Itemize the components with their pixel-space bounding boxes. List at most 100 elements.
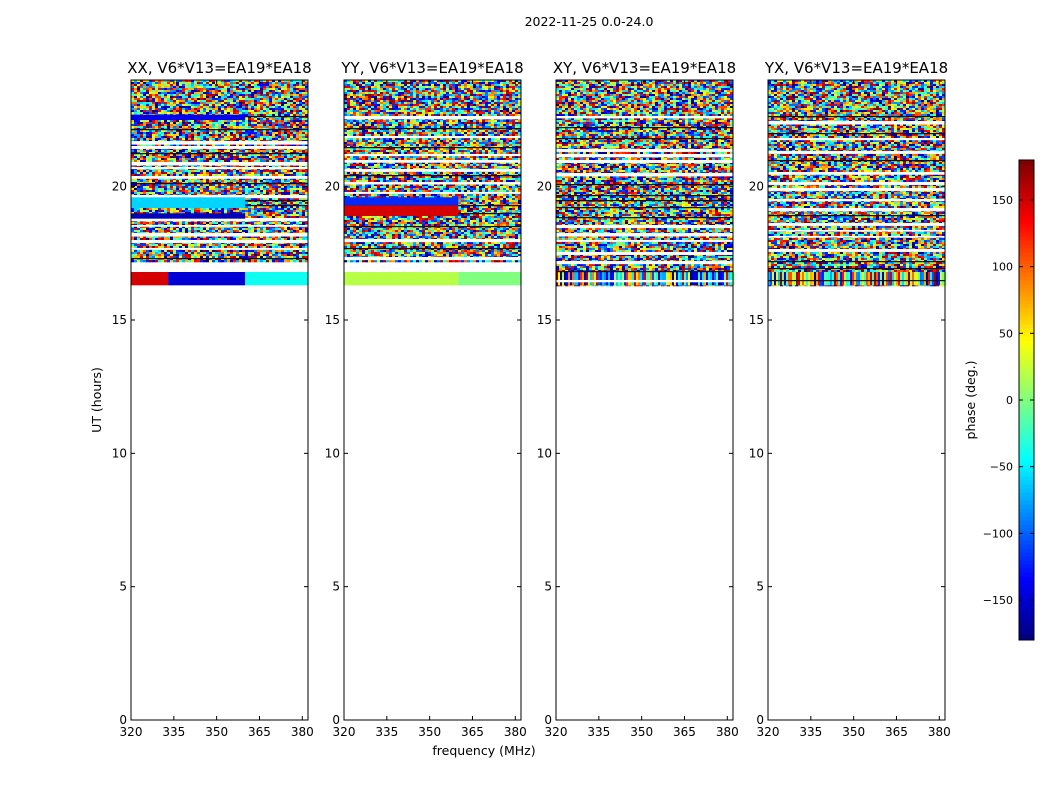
colorbar-segment	[1019, 368, 1034, 373]
y-tick-label: 5	[119, 580, 127, 594]
colorbar-segment	[1019, 552, 1034, 557]
colorbar-segment	[1019, 240, 1034, 245]
colorbar-segment	[1019, 512, 1034, 517]
y-tick-label: 20	[325, 180, 340, 194]
y-tick-label: 15	[325, 313, 340, 327]
colorbar-segment	[1019, 300, 1034, 305]
colorbar-segment	[1019, 332, 1034, 337]
colorbar-segment	[1019, 236, 1034, 241]
colorbar-segment	[1019, 400, 1034, 405]
colorbar-segment	[1019, 376, 1034, 381]
colorbar-tick-label: −150	[983, 594, 1013, 607]
colorbar-segment	[1019, 556, 1034, 561]
y-tick-label: 0	[756, 713, 764, 727]
colorbar-segment	[1019, 288, 1034, 293]
colorbar-segment	[1019, 228, 1034, 233]
colorbar-segment	[1019, 284, 1034, 289]
x-tick-label: 365	[673, 725, 696, 739]
colorbar-tick-label: −50	[990, 461, 1013, 474]
colorbar-segment	[1019, 384, 1034, 389]
colorbar-segment	[1019, 536, 1034, 541]
y-tick-label: 10	[112, 446, 127, 460]
y-axis-label: UT (hours)	[89, 367, 104, 433]
suptitle: 2022-11-25 0.0-24.0	[525, 14, 654, 29]
colorbar-segment	[1019, 404, 1034, 409]
y-tick-label: 10	[749, 446, 764, 460]
x-tick-label: 335	[375, 725, 398, 739]
colorbar-segment	[1019, 588, 1034, 593]
colorbar-tick-label: 150	[992, 194, 1013, 207]
x-tick-label: 320	[757, 725, 780, 739]
colorbar-segment	[1019, 416, 1034, 421]
colorbar-segment	[1019, 396, 1034, 401]
colorbar-segment	[1019, 504, 1034, 509]
colorbar-segment	[1019, 424, 1034, 429]
colorbar-segment	[1019, 264, 1034, 269]
colorbar-segment	[1019, 336, 1034, 341]
colorbar-segment	[1019, 500, 1034, 505]
phase-band-4	[131, 197, 246, 208]
colorbar-segment	[1019, 252, 1034, 257]
colorbar-segment	[1019, 312, 1034, 317]
colorbar-segment	[1019, 308, 1034, 313]
colorbar-segment	[1019, 444, 1034, 449]
y-tick-label: 0	[544, 713, 552, 727]
flag-lines	[768, 116, 945, 282]
colorbar-segment	[1019, 356, 1034, 361]
colorbar-segment	[1019, 224, 1034, 229]
colorbar-segment	[1019, 412, 1034, 417]
x-tick-label: 320	[333, 725, 356, 739]
colorbar-segment	[1019, 484, 1034, 489]
colorbar-segment	[1019, 328, 1034, 333]
colorbar-segment	[1019, 164, 1034, 169]
colorbar-segment	[1019, 468, 1034, 473]
colorbar-tick-label: 50	[999, 327, 1013, 340]
colorbar-segment	[1019, 596, 1034, 601]
x-tick-label: 335	[162, 725, 185, 739]
colorbar-segment	[1019, 452, 1034, 457]
x-tick-label: 380	[504, 725, 527, 739]
colorbar-segment	[1019, 428, 1034, 433]
colorbar-segment	[1019, 472, 1034, 477]
colorbar-segment	[1019, 624, 1034, 629]
x-tick-label: 365	[885, 725, 908, 739]
colorbar-segment	[1019, 248, 1034, 253]
colorbar-segment	[1019, 256, 1034, 261]
colorbar-segment	[1019, 280, 1034, 285]
colorbar-segment	[1019, 244, 1034, 249]
colorbar-segment	[1019, 324, 1034, 329]
flag-lines	[556, 116, 733, 283]
colorbar-segment	[1019, 564, 1034, 569]
y-tick-label: 5	[756, 580, 764, 594]
colorbar-segment	[1019, 188, 1034, 193]
colorbar-segment	[1019, 292, 1034, 297]
x-tick-label: 380	[291, 725, 314, 739]
colorbar-segment	[1019, 272, 1034, 277]
axes-frame	[555, 79, 734, 721]
colorbar-segment	[1019, 488, 1034, 493]
colorbar-segment	[1019, 160, 1034, 165]
axes-frame	[343, 79, 522, 721]
colorbar-segment	[1019, 216, 1034, 221]
colorbar-segment	[1019, 372, 1034, 377]
y-tick-label: 20	[749, 180, 764, 194]
colorbar-segment	[1019, 316, 1034, 321]
x-axis-label: frequency (MHz)	[432, 743, 535, 758]
y-tick-label: 5	[332, 580, 340, 594]
colorbar-segment	[1019, 464, 1034, 469]
colorbar-tick-label: 0	[1006, 394, 1013, 407]
colorbar-segment	[1019, 348, 1034, 353]
colorbar-segment	[1019, 480, 1034, 485]
y-tick-label: 0	[119, 713, 127, 727]
phase-band-2	[245, 272, 308, 286]
y-tick-label: 20	[537, 180, 552, 194]
colorbar-segment	[1019, 276, 1034, 281]
colorbar-segment	[1019, 204, 1034, 209]
colorbar-segment	[1019, 632, 1034, 637]
panel-title: YY, V6*V13=EA19*EA18	[340, 59, 523, 77]
colorbar-segment	[1019, 528, 1034, 533]
panel-title: YX, V6*V13=EA19*EA18	[764, 59, 948, 77]
colorbar-segment	[1019, 604, 1034, 609]
x-tick-label: 350	[205, 725, 228, 739]
colorbar-segment	[1019, 548, 1034, 553]
